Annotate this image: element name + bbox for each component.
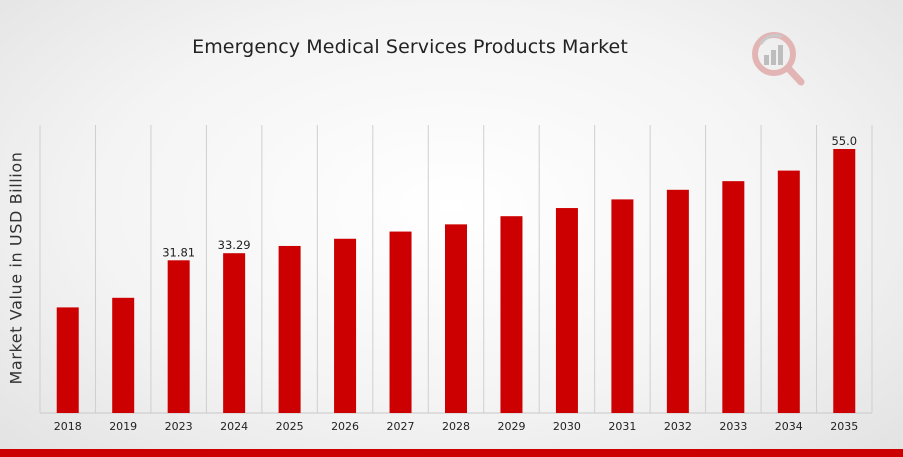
data-label: 31.81 <box>162 245 195 259</box>
chart-title: Emergency Medical Services Products Mark… <box>192 36 628 58</box>
bar-2029 <box>500 216 523 413</box>
x-tick-label: 2019 <box>109 420 137 433</box>
x-tick-label: 2023 <box>165 420 193 433</box>
labels-layer: 31.81 33.29 55.0 <box>162 134 857 259</box>
bar-2033 <box>722 181 745 413</box>
bar-2025 <box>278 245 301 413</box>
x-tick-label: 2035 <box>830 420 858 433</box>
x-tick-label: 2025 <box>276 420 304 433</box>
bar-2024 <box>223 253 246 413</box>
bar-2028 <box>445 224 467 413</box>
x-tick-label: 2033 <box>719 420 747 433</box>
x-tick-label: 2031 <box>608 420 636 433</box>
x-tick-label: 2024 <box>220 420 248 433</box>
x-tick-labels: 2018 2019 2023 2024 2025 2026 2027 2028 2029 2030… <box>54 420 859 433</box>
bar-2034 <box>777 170 800 413</box>
x-tick-label: 2026 <box>331 420 359 433</box>
bar-2035 <box>833 149 856 413</box>
x-tick-label: 2034 <box>775 420 803 433</box>
data-label: 33.29 <box>218 238 251 252</box>
bar-2032 <box>666 189 689 413</box>
bar-2023 <box>167 260 190 413</box>
bar-2018 <box>56 307 79 413</box>
x-tick-label: 2027 <box>387 420 415 433</box>
bars-layer <box>56 149 856 413</box>
x-tick-label: 2029 <box>497 420 525 433</box>
x-tick-label: 2032 <box>664 420 692 433</box>
magnifier-chart-logo-icon <box>752 32 805 86</box>
bar-2027 <box>389 231 412 413</box>
x-tick-label: 2018 <box>54 420 82 433</box>
bar-2030 <box>555 208 578 413</box>
x-tick-label: 2030 <box>553 420 581 433</box>
bar-2026 <box>334 238 357 413</box>
bar-2019 <box>112 297 135 413</box>
data-label: 55.0 <box>831 134 857 148</box>
bar-2031 <box>611 199 634 413</box>
accent-bar <box>0 449 903 457</box>
x-tick-label: 2028 <box>442 420 470 433</box>
